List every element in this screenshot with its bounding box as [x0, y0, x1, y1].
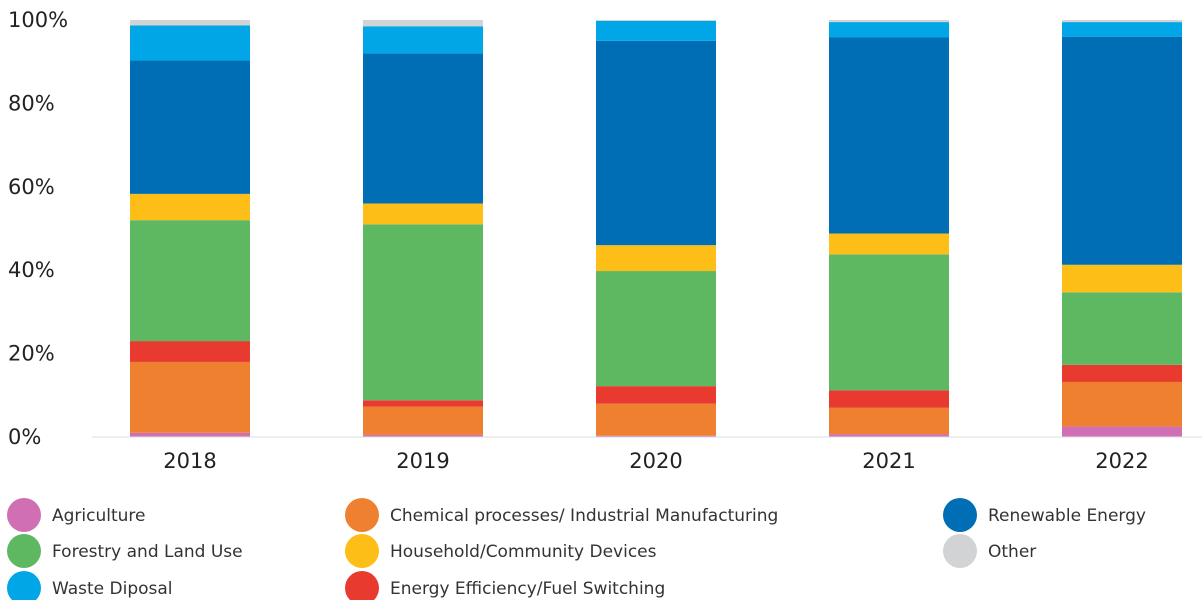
legend-swatch — [7, 571, 41, 600]
legend-swatch — [345, 534, 379, 568]
bar-segment-2019-1 — [363, 406, 483, 435]
y-tick-label: 100% — [8, 8, 68, 32]
bar-segment-2020-7 — [596, 20, 716, 21]
legend-item: Agriculture — [7, 498, 146, 532]
legend-item: Household/Community Devices — [345, 534, 657, 568]
bar-segment-2022-5 — [1062, 36, 1182, 265]
bar-segment-2022-0 — [1062, 426, 1182, 437]
bar-segment-2021-5 — [829, 37, 949, 234]
bar-segment-2019-7 — [363, 20, 483, 27]
legend-item: Forestry and Land Use — [7, 534, 243, 568]
bar-segment-2019-6 — [363, 26, 483, 54]
legend-swatch — [345, 498, 379, 532]
bar-segment-2021-0 — [829, 434, 949, 437]
bar-segment-2018-0 — [130, 432, 250, 437]
x-axis: 2018 2019 2020 2021 2022 — [163, 449, 1148, 473]
bar-segment-2019-3 — [363, 224, 483, 401]
bars — [130, 20, 1182, 437]
legend-label: Agriculture — [52, 506, 146, 526]
bar-segment-2021-7 — [829, 20, 949, 23]
legend-label: Energy Efficiency/Fuel Switching — [390, 579, 665, 599]
legend-label: Chemical processes/ Industrial Manufactu… — [390, 506, 778, 526]
bar-segment-2018-3 — [130, 220, 250, 342]
bar-segment-2022-4 — [1062, 264, 1182, 293]
bar-segment-2019-5 — [363, 53, 483, 204]
legend-label: Forestry and Land Use — [52, 542, 243, 562]
y-tick-label: 60% — [8, 175, 55, 199]
bar-segment-2021-6 — [829, 22, 949, 38]
bar-segment-2022-1 — [1062, 381, 1182, 427]
bar-segment-2018-1 — [130, 361, 250, 433]
x-tick-label: 2022 — [1095, 449, 1148, 473]
x-tick-label: 2021 — [862, 449, 915, 473]
x-tick-label: 2019 — [396, 449, 449, 473]
legend-item: Energy Efficiency/Fuel Switching — [345, 571, 665, 600]
bar-segment-2020-2 — [596, 386, 716, 404]
bar-segment-2022-6 — [1062, 22, 1182, 37]
bar-stack-2019 — [363, 20, 483, 437]
bar-segment-2020-1 — [596, 403, 716, 436]
legend: Agriculture Forestry and Land Use Waste Di… — [7, 498, 1146, 600]
bar-segment-2018-6 — [130, 25, 250, 61]
x-tick-label: 2018 — [163, 449, 216, 473]
bar-segment-2020-4 — [596, 245, 716, 272]
bar-segment-2019-4 — [363, 203, 483, 225]
bar-segment-2022-2 — [1062, 364, 1182, 382]
legend-swatch — [943, 534, 977, 568]
bar-segment-2018-7 — [130, 20, 250, 26]
bar-segment-2018-5 — [130, 60, 250, 194]
legend-item: Waste Diposal — [7, 571, 173, 600]
bar-segment-2021-3 — [829, 254, 949, 391]
bar-segment-2021-1 — [829, 407, 949, 435]
legend-label: Other — [988, 542, 1036, 562]
y-tick-label: 40% — [8, 258, 55, 282]
bar-segment-2020-3 — [596, 271, 716, 387]
legend-item: Other — [943, 534, 1036, 568]
bar-segment-2020-6 — [596, 20, 716, 41]
bar-segment-2020-5 — [596, 40, 716, 246]
bar-stack-2020 — [596, 20, 716, 437]
y-axis: 0% 20% 40% 60% 80% 100% — [8, 8, 68, 449]
bar-stack-2022 — [1062, 20, 1182, 437]
legend-swatch — [345, 571, 379, 600]
bar-segment-2022-7 — [1062, 20, 1182, 23]
bar-segment-2019-0 — [363, 434, 483, 437]
bar-stack-2021 — [829, 20, 949, 437]
bar-segment-2019-2 — [363, 400, 483, 407]
legend-item: Chemical processes/ Industrial Manufactu… — [345, 498, 778, 532]
y-tick-label: 20% — [8, 342, 55, 366]
x-tick-label: 2020 — [629, 449, 682, 473]
bar-segment-2021-2 — [829, 390, 949, 408]
y-tick-label: 80% — [8, 91, 55, 115]
legend-label: Renewable Energy — [988, 506, 1146, 526]
legend-swatch — [7, 498, 41, 532]
legend-label: Household/Community Devices — [390, 542, 657, 562]
bar-stack-2018 — [130, 20, 250, 437]
bar-segment-2021-4 — [829, 233, 949, 255]
legend-swatch — [943, 498, 977, 532]
legend-swatch — [7, 534, 41, 568]
bar-segment-2020-0 — [596, 435, 716, 437]
legend-item: Renewable Energy — [943, 498, 1146, 532]
bar-segment-2022-3 — [1062, 292, 1182, 365]
bar-segment-2018-2 — [130, 341, 250, 362]
bar-segment-2018-4 — [130, 193, 250, 221]
legend-label: Waste Diposal — [52, 579, 173, 599]
y-tick-label: 0% — [8, 425, 41, 449]
